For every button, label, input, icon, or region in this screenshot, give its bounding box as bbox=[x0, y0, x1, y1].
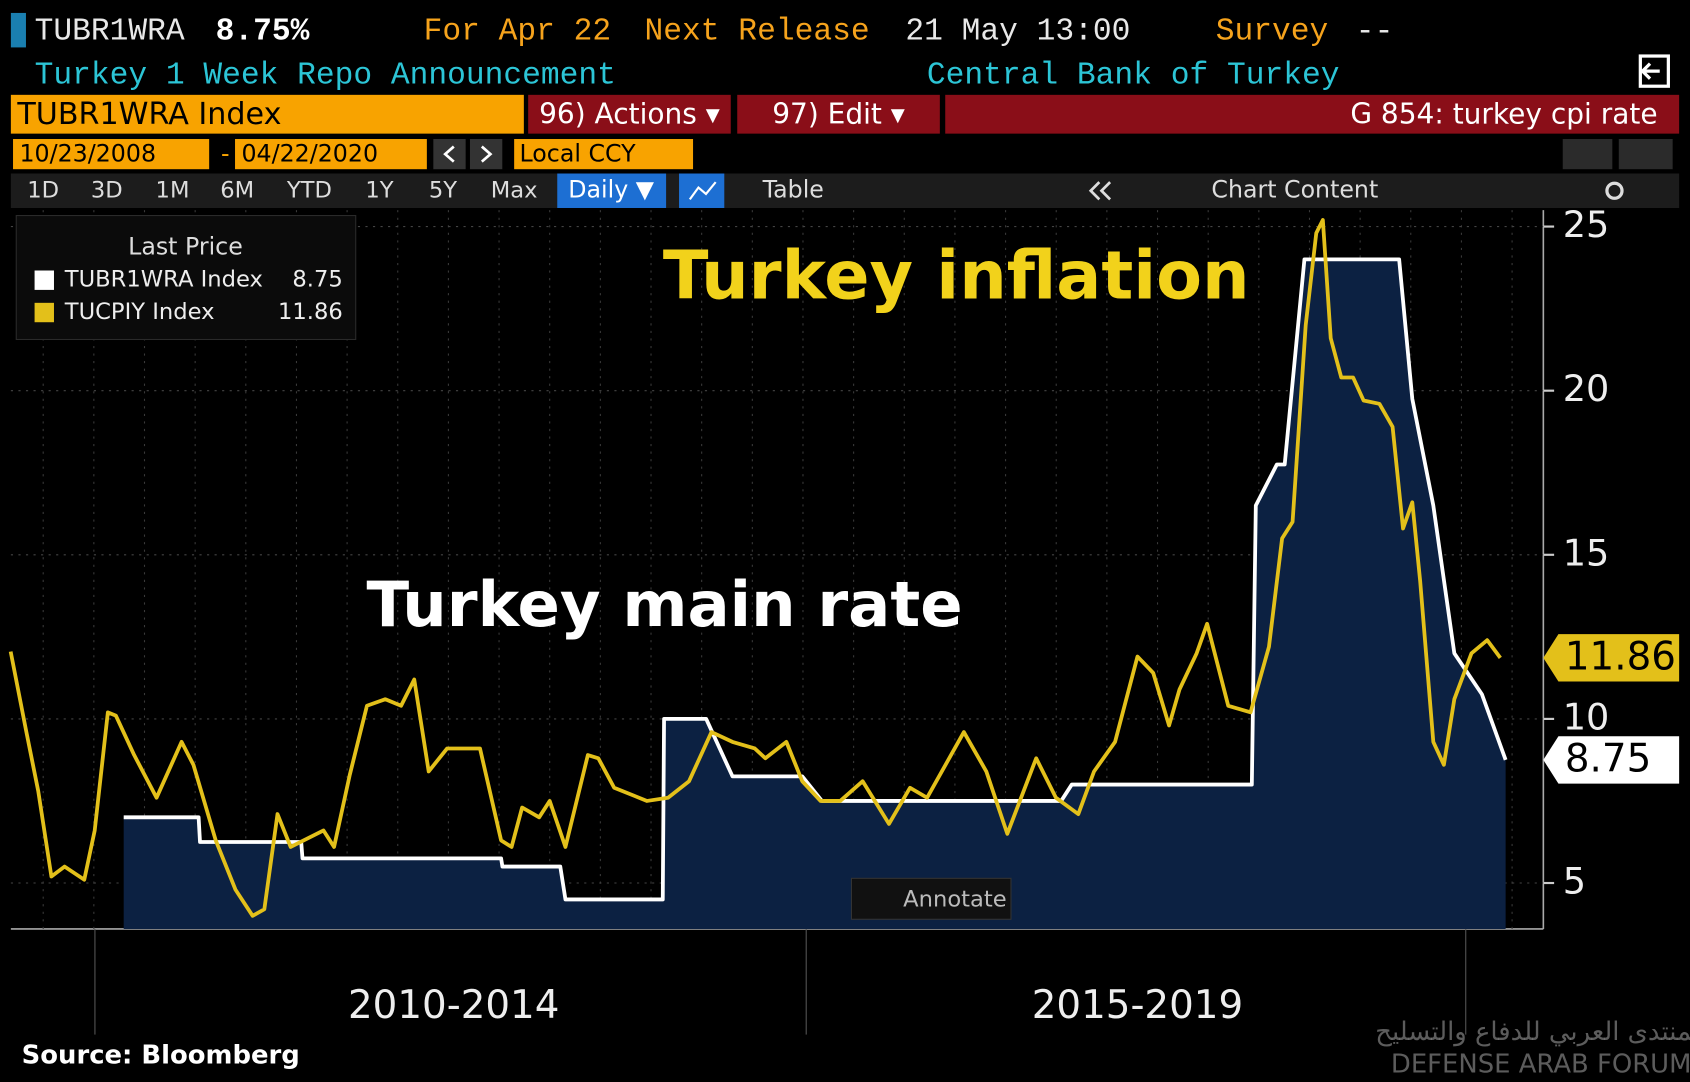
redo-button[interactable] bbox=[1618, 139, 1673, 170]
survey: -- bbox=[1356, 15, 1394, 50]
next-release-label: Next Release bbox=[645, 15, 870, 50]
header-marker bbox=[10, 12, 26, 48]
annotation: Turkey inflation bbox=[663, 237, 1250, 315]
legend-entries: TUBR1WRA Index 8.75 TUCPIY Index 11.86 bbox=[34, 267, 343, 325]
end-date: 04/22/2020 bbox=[241, 140, 378, 168]
undo-button[interactable] bbox=[1562, 139, 1613, 170]
y-tick-label: 10 bbox=[1563, 695, 1610, 738]
range-button[interactable]: 1M bbox=[156, 177, 190, 203]
source-name: Central Bank of Turkey bbox=[927, 59, 1340, 94]
plot: 5 10 15 20 25 2010-2014 2015-2019 8.75 11.86 bbox=[8, 203, 1680, 1028]
collapse-icon[interactable] bbox=[1088, 181, 1112, 201]
legend-swatch bbox=[34, 302, 54, 323]
last-price: 8.75% bbox=[216, 15, 310, 50]
currency: Local CCY bbox=[520, 140, 637, 168]
last-value-tag bbox=[1543, 634, 1680, 682]
ticker: TUBR1WRA bbox=[35, 15, 185, 50]
legend-value: 8.75 bbox=[292, 267, 342, 293]
next-release: 21 May 13:00 bbox=[905, 15, 1130, 50]
function-label: G 854: turkey cpi rate bbox=[1350, 97, 1657, 130]
watermark-arabic: المنتدى العربي للدفاع والتسليح bbox=[1375, 1017, 1690, 1047]
range-button[interactable]: 1Y bbox=[365, 177, 393, 203]
export-icon[interactable] bbox=[1638, 54, 1670, 88]
actions-button[interactable] bbox=[528, 94, 731, 134]
function-box[interactable] bbox=[945, 94, 1680, 134]
range-buttons: 1D 3D 1M 6M YTD 1Y 5Y Max bbox=[27, 177, 537, 203]
y-tick-label: 5 bbox=[1563, 860, 1586, 903]
last-value-label: 8.75 bbox=[1565, 737, 1651, 782]
x-tick-label: 2015-2019 bbox=[1032, 983, 1243, 1028]
annotate-label: Annotate bbox=[903, 886, 1007, 912]
watermark: DEFENSE ARAB FORUM bbox=[1391, 1049, 1690, 1079]
start-date: 10/23/2008 bbox=[19, 140, 156, 168]
legend-label: TUBR1WRA Index bbox=[64, 267, 263, 293]
legend-label: TUCPIY Index bbox=[64, 299, 215, 325]
range-button[interactable]: 5Y bbox=[429, 177, 457, 203]
range-button[interactable]: 1D bbox=[27, 177, 59, 203]
end-date-box[interactable] bbox=[235, 139, 427, 170]
chart-type-icon bbox=[688, 181, 717, 201]
table-button[interactable]: Table bbox=[762, 175, 824, 203]
range-button[interactable]: YTD bbox=[286, 177, 332, 203]
security: TUBR1WRA Index bbox=[16, 97, 281, 132]
frequency: Daily ▼ bbox=[568, 175, 654, 203]
prev-icon bbox=[443, 145, 455, 163]
x-tick-label: 2010-2014 bbox=[348, 983, 559, 1028]
range-button[interactable]: Max bbox=[491, 177, 538, 203]
survey-label: Survey bbox=[1216, 15, 1329, 50]
description: Turkey 1 Week Repo Announcement bbox=[35, 59, 616, 94]
security-box[interactable] bbox=[10, 94, 524, 134]
chart-content-button[interactable]: Chart Content bbox=[1211, 175, 1378, 203]
next-button[interactable] bbox=[469, 139, 503, 170]
header: TUBR1WRA 8.75% For Apr 22 Next Release 2… bbox=[35, 15, 1394, 94]
y-tick-label: 25 bbox=[1563, 203, 1610, 246]
date-separator: - bbox=[221, 140, 230, 168]
legend-swatch bbox=[34, 270, 54, 290]
frequency-button[interactable] bbox=[557, 173, 667, 208]
annotate-button[interactable] bbox=[850, 877, 1012, 920]
edit-button[interactable] bbox=[737, 94, 940, 134]
for-date: For Apr 22 bbox=[424, 15, 612, 50]
series-line bbox=[123, 257, 1508, 902]
last-value-tag bbox=[1543, 736, 1680, 784]
edit-label: 97) Edit ▾ bbox=[772, 97, 905, 130]
settings-icon[interactable] bbox=[1605, 181, 1624, 200]
next-icon bbox=[480, 145, 493, 163]
export-arrow bbox=[1640, 62, 1660, 80]
y-tick-label: 20 bbox=[1563, 367, 1610, 410]
y-tick-label: 15 bbox=[1563, 531, 1610, 574]
prev-button[interactable] bbox=[433, 139, 466, 170]
toolbar bbox=[10, 173, 1680, 208]
start-date-box[interactable] bbox=[13, 139, 210, 170]
legend-value: 11.86 bbox=[278, 299, 343, 325]
actions-label: 96) Actions ▾ bbox=[539, 97, 720, 130]
legend bbox=[15, 214, 357, 341]
range-button[interactable]: 6M bbox=[220, 177, 254, 203]
legend-title: Last Price bbox=[128, 232, 243, 260]
currency-box[interactable] bbox=[514, 139, 694, 170]
series-line bbox=[8, 218, 1502, 918]
range-button[interactable]: 3D bbox=[91, 177, 123, 203]
annotation: Turkey main rate bbox=[367, 568, 963, 641]
last-value-label: 11.86 bbox=[1565, 634, 1676, 679]
source-note: Source: Bloomberg bbox=[22, 1041, 300, 1071]
